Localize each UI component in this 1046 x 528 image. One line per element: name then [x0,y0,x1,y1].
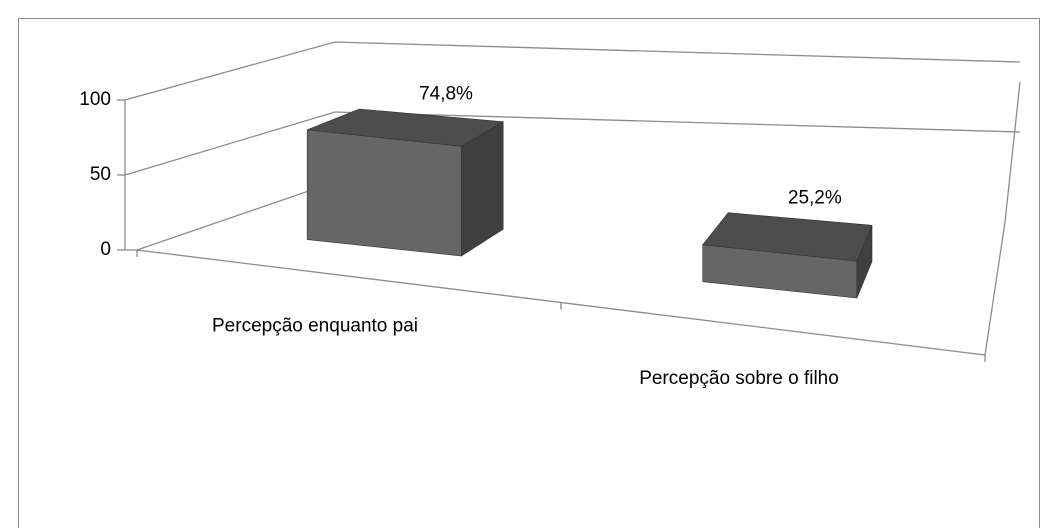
bar [306,108,505,257]
value-label: 25,2% [788,187,842,208]
bar-top [307,108,505,147]
grid-line [124,111,1021,176]
chart-border [18,18,1040,528]
x-tick-label: Percepção enquanto pai [212,315,418,336]
bar-top [702,212,873,262]
x-tick-label: Percepção sobre o filho [639,368,839,389]
bar [702,212,873,299]
y-tick-label: 50 [90,164,111,185]
bar-front [306,129,462,257]
y-tick-label: 100 [79,89,111,110]
wall-edge [1004,81,1021,223]
y-tick-label: 0 [100,239,111,260]
grid-line [124,41,1021,101]
value-label: 74,8% [419,84,473,105]
